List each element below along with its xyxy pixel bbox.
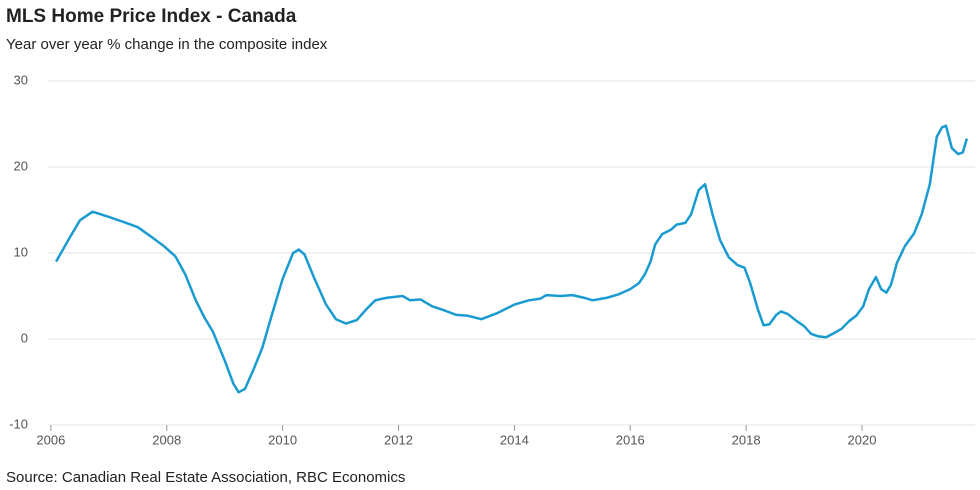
x-tick-label: 2008 (152, 432, 181, 447)
y-tick-label: 30 (14, 72, 28, 87)
y-tick-label: 10 (14, 244, 28, 259)
chart-subtitle: Year over year % change in the composite… (6, 36, 328, 53)
chart-title: MLS Home Price Index - Canada (6, 6, 297, 27)
x-tick-label: 2006 (36, 432, 65, 447)
x-tick-label: 2012 (384, 432, 413, 447)
y-tick-label: -10 (9, 416, 28, 431)
y-tick-label: 20 (14, 158, 28, 173)
data-line (55, 124, 969, 394)
x-tick-label: 2016 (616, 432, 645, 447)
y-tick-label: 0 (21, 330, 28, 345)
x-tick-label: 2020 (848, 432, 877, 447)
x-tick-label: 2010 (268, 432, 297, 447)
x-tick-label: 2014 (500, 432, 529, 447)
source-note: Source: Canadian Real Estate Association… (6, 469, 405, 486)
x-tick-label: 2018 (732, 432, 761, 447)
